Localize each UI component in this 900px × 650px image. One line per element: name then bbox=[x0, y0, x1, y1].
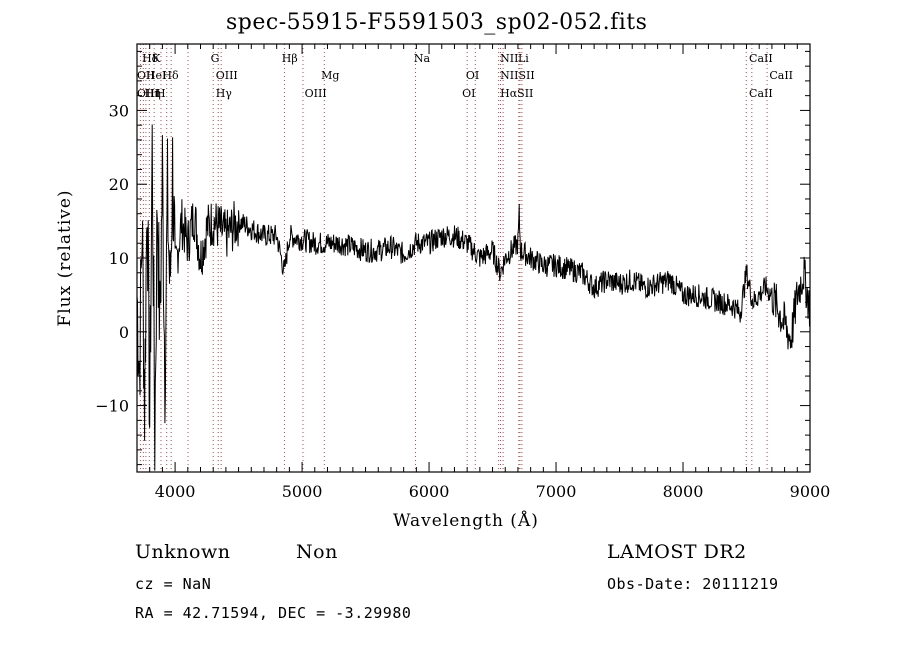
y-tick-label-0: −10 bbox=[95, 397, 129, 416]
y-tick-label-2: 10 bbox=[109, 249, 129, 268]
line-label-2: OII bbox=[137, 69, 155, 82]
line-label-20: HαSII bbox=[500, 87, 533, 100]
line-markers bbox=[139, 44, 768, 472]
line-label-6: Hη bbox=[145, 87, 161, 100]
plot-frame bbox=[136, 43, 811, 473]
obs-date: Obs-Date: 20111219 bbox=[607, 575, 779, 593]
line-label-13: Mg bbox=[321, 69, 339, 82]
line-label-5: OIII bbox=[137, 87, 159, 100]
line-label-21: CaII bbox=[749, 52, 773, 65]
coordinates-text: RA = 42.71594, DEC = -3.29980 bbox=[135, 604, 412, 622]
line-label-17: NII bbox=[500, 52, 518, 65]
line-label-0: Hδ bbox=[142, 52, 159, 65]
x-axis: 4000 5000 6000 7000 8000 9000 bbox=[149, 44, 831, 501]
spectrum-line bbox=[136, 124, 811, 471]
line-label-14: Na bbox=[414, 52, 431, 65]
redshift-text: cz = NaN bbox=[135, 575, 212, 593]
line-label-1: K bbox=[152, 52, 161, 65]
y-tick-label-3: 20 bbox=[109, 175, 129, 194]
line-label-23: CaII bbox=[749, 87, 773, 100]
line-label-12: OIII bbox=[305, 87, 327, 100]
x-tick-label-5: 9000 bbox=[790, 482, 831, 501]
line-label-9: OIII bbox=[216, 69, 238, 82]
line-label-7: H bbox=[156, 87, 166, 100]
x-axis-label: Wavelength (Å) bbox=[393, 511, 539, 531]
series-group bbox=[136, 124, 811, 471]
line-label-15: OI bbox=[466, 69, 479, 82]
x-tick-label-2: 6000 bbox=[409, 482, 450, 501]
chart-title: spec-55915-F5591503_sp02-052.fits bbox=[226, 10, 648, 35]
object-subclass: Non bbox=[296, 541, 338, 563]
object-class: Unknown bbox=[135, 541, 231, 563]
y-axis-label: Flux (relative) bbox=[55, 189, 75, 326]
line-label-16: OI bbox=[462, 87, 475, 100]
line-label-22: CaII bbox=[769, 69, 793, 82]
line-label-19: NIISII bbox=[500, 69, 535, 82]
line-label-8: G bbox=[211, 52, 220, 65]
survey-name: LAMOST DR2 bbox=[607, 541, 747, 563]
annotation-labels: HδKOIIHeIHδOIIIHηHGOIIIHγHβOIIIMgNaOIOIN… bbox=[137, 52, 793, 100]
x-tick-label-3: 7000 bbox=[536, 482, 577, 501]
x-tick-label-1: 5000 bbox=[282, 482, 323, 501]
line-label-11: Hβ bbox=[282, 52, 298, 65]
line-label-18: Li bbox=[518, 52, 529, 65]
line-label-3: HeI bbox=[146, 69, 166, 82]
y-tick-label-4: 30 bbox=[109, 101, 129, 120]
x-tick-label-4: 8000 bbox=[663, 482, 704, 501]
line-label-4: Hδ bbox=[162, 69, 179, 82]
y-axis: −10 0 10 20 30 bbox=[95, 50, 810, 466]
line-label-10: Hγ bbox=[216, 87, 233, 100]
x-tick-label-0: 4000 bbox=[155, 482, 196, 501]
y-tick-label-1: 0 bbox=[119, 323, 129, 342]
